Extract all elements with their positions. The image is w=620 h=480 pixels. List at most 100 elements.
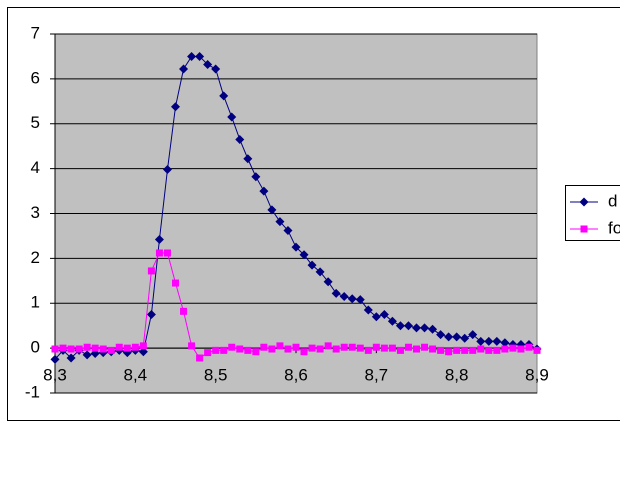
marker — [236, 345, 244, 353]
labels: -1 0 1 2 3 4 5 6 7 8,3 8,4 8,5 8,6 8,7 8,8 8,9 — [25, 23, 549, 401]
marker — [146, 309, 156, 319]
marker — [387, 316, 397, 326]
marker — [580, 225, 588, 233]
marker — [196, 354, 204, 362]
marker — [147, 267, 155, 275]
marker — [355, 295, 365, 305]
marker — [115, 343, 123, 351]
marker — [300, 348, 308, 356]
marker — [244, 346, 252, 354]
marker — [180, 307, 188, 315]
marker — [308, 344, 316, 352]
marker — [437, 346, 445, 354]
marker — [469, 346, 477, 354]
marker — [413, 345, 420, 353]
marker — [525, 343, 533, 351]
x-tick-label: 8,8 — [445, 366, 469, 385]
marker — [364, 346, 372, 354]
marker — [428, 324, 438, 334]
marker — [517, 345, 525, 353]
marker — [91, 344, 99, 352]
marker — [363, 305, 373, 315]
marker — [66, 353, 76, 363]
marker — [579, 197, 589, 207]
x-tick-label: 8,7 — [365, 366, 389, 385]
marker — [172, 279, 179, 287]
marker — [251, 172, 261, 182]
marker — [332, 345, 340, 353]
marker — [155, 249, 163, 257]
marker — [444, 332, 454, 342]
marker — [307, 260, 317, 270]
marker — [348, 343, 356, 351]
marker — [82, 350, 92, 360]
marker — [468, 330, 478, 340]
marker — [138, 347, 148, 357]
marker — [501, 345, 509, 353]
marker — [533, 346, 541, 354]
marker — [204, 349, 212, 357]
marker — [299, 250, 309, 260]
marker — [316, 345, 324, 353]
y-tick-label: 3 — [31, 203, 40, 222]
marker — [260, 343, 268, 351]
marker — [396, 346, 404, 354]
marker — [339, 292, 349, 302]
marker — [395, 321, 405, 331]
marker — [493, 346, 501, 354]
marker — [460, 333, 470, 343]
marker — [243, 154, 253, 164]
marker — [211, 64, 221, 74]
marker — [267, 205, 277, 215]
marker — [268, 345, 276, 353]
marker — [404, 343, 412, 351]
marker — [276, 342, 284, 350]
y-tick-label: 6 — [31, 68, 40, 87]
marker — [485, 346, 493, 354]
marker — [252, 348, 260, 356]
marker — [453, 346, 461, 354]
marker — [220, 346, 228, 354]
marker — [162, 165, 172, 175]
marker — [436, 330, 446, 340]
marker — [388, 344, 396, 352]
marker — [379, 309, 389, 319]
marker — [476, 336, 486, 346]
marker — [203, 60, 213, 70]
marker — [51, 345, 59, 353]
marker — [492, 336, 502, 346]
y-tick-label: 4 — [31, 158, 40, 177]
marker — [123, 344, 131, 352]
marker — [59, 344, 67, 352]
marker — [356, 344, 364, 352]
marker — [412, 323, 421, 333]
y-tick-label: 7 — [31, 23, 40, 42]
marker — [371, 312, 381, 322]
marker — [139, 342, 147, 350]
marker — [259, 186, 269, 196]
marker — [171, 102, 180, 112]
marker — [50, 354, 60, 364]
legend: d fo — [570, 191, 620, 237]
marker — [461, 346, 469, 354]
marker — [83, 343, 91, 351]
marker — [420, 323, 430, 333]
legend-label: fo — [608, 218, 620, 237]
marker — [500, 338, 510, 348]
marker — [227, 112, 237, 122]
marker — [212, 346, 220, 354]
marker — [484, 336, 494, 346]
marker — [235, 134, 245, 144]
marker — [195, 51, 205, 61]
marker — [67, 345, 75, 353]
marker — [421, 343, 429, 351]
marker — [292, 343, 300, 351]
series-group — [51, 249, 541, 362]
marker — [99, 345, 107, 353]
y-tick-label: 1 — [31, 293, 40, 312]
marker — [219, 91, 229, 101]
y-tick-label: 2 — [31, 248, 40, 267]
marker — [187, 51, 197, 61]
marker — [154, 235, 164, 245]
